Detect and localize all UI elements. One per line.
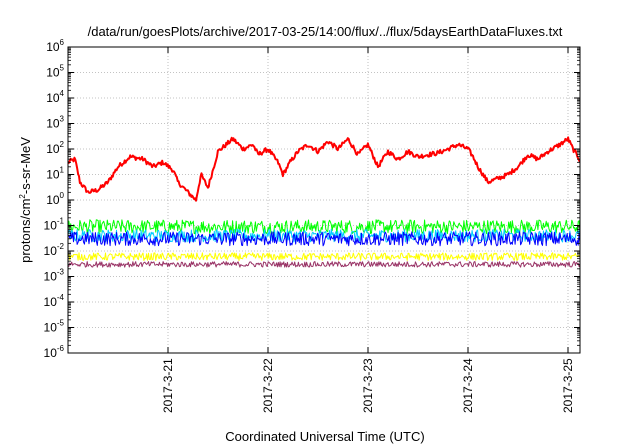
y-axis-label-post: -s-sr-MeV xyxy=(18,137,33,194)
series-group xyxy=(68,136,580,268)
x-axis-ticks: 2017-3-21 2017-3-22 2017-3-23 2017-3-24 2017… xyxy=(161,47,575,413)
y-tick-label: 104 xyxy=(46,89,64,105)
x-tick-label: 2017-3-25 xyxy=(561,358,575,413)
series-line-3 xyxy=(68,231,580,247)
y-tick-label: 10-5 xyxy=(44,319,65,335)
chart-title: /data/run/goesPlots/archive/2017-03-25/1… xyxy=(88,24,563,39)
y-axis-label-sup: 2 xyxy=(18,194,27,199)
y-tick-label: 10-2 xyxy=(44,242,65,258)
y-tick-label: 10-3 xyxy=(44,268,65,284)
y-tick-label: 10-1 xyxy=(44,217,65,233)
y-tick-label: 100 xyxy=(46,191,64,207)
series-line-5 xyxy=(68,261,580,268)
series-line-0 xyxy=(68,136,580,202)
x-tick-label: 2017-3-24 xyxy=(461,358,475,413)
grid xyxy=(68,47,580,353)
y-axis-ticks: 10-6 10-5 10-4 10-3 10-2 10-1 100 101 102 103 104 1… xyxy=(44,38,580,360)
y-axis-label: protons/cm2-s-sr-MeV xyxy=(18,137,33,263)
y-tick-label: 103 xyxy=(46,115,64,131)
y-axis-label-pre: protons/cm xyxy=(18,199,33,263)
series-line-2 xyxy=(68,228,580,243)
x-tick-label: 2017-3-21 xyxy=(161,358,175,413)
y-tick-label: 106 xyxy=(46,38,64,54)
x-axis-label: Coordinated Universal Time (UTC) xyxy=(225,429,424,444)
x-tick-label: 2017-3-22 xyxy=(261,358,275,413)
y-tick-label: 105 xyxy=(46,64,64,80)
y-tick-label: 102 xyxy=(46,140,64,156)
x-tick-label: 2017-3-23 xyxy=(361,358,375,413)
series-line-4 xyxy=(68,252,580,261)
series-line-1 xyxy=(68,219,580,235)
y-tick-label: 10-6 xyxy=(44,344,65,360)
y-tick-label: 10-4 xyxy=(44,293,65,309)
y-tick-label: 101 xyxy=(46,166,64,182)
